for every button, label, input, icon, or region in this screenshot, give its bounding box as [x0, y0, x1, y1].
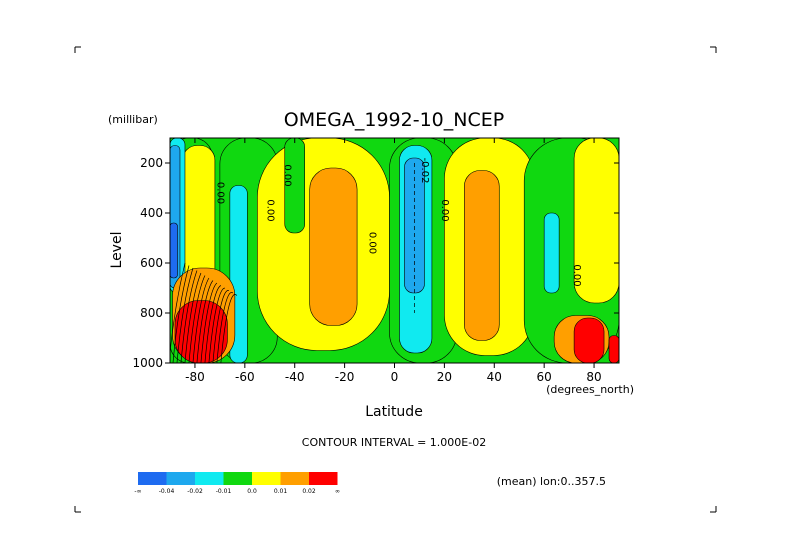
- contour-line: [204, 285, 222, 363]
- y-tick-label: 400: [140, 206, 163, 220]
- colorbar-label: 0.02: [302, 488, 316, 495]
- contour-label: 0.00: [439, 199, 450, 221]
- contour-line: [180, 270, 198, 363]
- x-tick-label: -60: [235, 370, 255, 384]
- contour-label: 0.00: [282, 164, 293, 186]
- chart-title: OMEGA_1992-10_NCEP: [284, 109, 504, 131]
- contour-line: [188, 275, 206, 363]
- contour-line: [200, 282, 218, 363]
- y-units-label: (millibar): [108, 113, 158, 126]
- colorbar-swatch: [280, 472, 309, 485]
- x-units-label: (degrees_north): [546, 383, 634, 396]
- region-green-sh-sub: [284, 138, 305, 234]
- contour-label: 0.00: [367, 232, 378, 254]
- contour-line: [208, 287, 226, 363]
- x-axis: -80 -60 -40 -20 0 20 40 60 80: [185, 138, 602, 384]
- region-deep-blue-sp: [170, 222, 178, 279]
- y-axis: 200 400 600 800 1000: [132, 156, 619, 370]
- contour-line: [192, 277, 210, 363]
- contour-line: [212, 290, 230, 363]
- x-tick-label: 20: [437, 370, 452, 384]
- x-axis-label: Latitude: [365, 404, 423, 420]
- colorbar-label: 0.0: [247, 488, 257, 495]
- colorbar-label: 0.01: [274, 488, 288, 495]
- y-tick-label: 1000: [132, 356, 163, 370]
- y-axis-label: Level: [109, 232, 125, 269]
- region-orange-sh-sub: [309, 167, 358, 326]
- colorbar-swatch: [309, 472, 338, 485]
- colorbar-label: -∞: [134, 488, 141, 495]
- x-tick-label: 0: [391, 370, 399, 384]
- contour-fields: [170, 138, 619, 363]
- contour-labels: 0.00 0.00 0.00 0.00 -0.02 0.00 0.00: [214, 158, 582, 287]
- contour-label: -0.02: [419, 158, 430, 184]
- contour-line: [176, 267, 194, 363]
- corner-marks: [74, 46, 717, 513]
- contour-interval-text: CONTOUR INTERVAL = 1.000E-02: [302, 436, 486, 449]
- colorbar-label: ∞: [335, 488, 340, 495]
- region-cyan-nh: [543, 212, 560, 294]
- mean-text: (mean) lon:0..357.5: [497, 475, 606, 488]
- contour-line: [172, 265, 190, 363]
- region-orange-nh-sub: [464, 170, 500, 341]
- contour-label: 0.00: [571, 264, 582, 286]
- colorbar-swatch: [166, 472, 195, 485]
- y-tick-label: 800: [140, 306, 163, 320]
- colorbar: -∞ -0.04 -0.02 -0.01 0.0 0.01 0.02 ∞: [134, 472, 340, 495]
- colorbar-swatch: [138, 472, 167, 485]
- x-tick-label: 60: [537, 370, 552, 384]
- colorbar-label: -0.01: [216, 488, 232, 495]
- contour-line: [220, 294, 238, 363]
- x-tick-label: 40: [487, 370, 502, 384]
- x-tick-label: -80: [185, 370, 205, 384]
- colorbar-label: -0.04: [159, 488, 175, 495]
- contour-line: [216, 292, 234, 363]
- colorbar-swatch: [252, 472, 281, 485]
- region-red-np-edge: [608, 335, 619, 363]
- y-tick-label: 600: [140, 256, 163, 270]
- x-tick-label: 80: [586, 370, 601, 384]
- x-tick-label: -40: [285, 370, 305, 384]
- colorbar-swatch: [195, 472, 224, 485]
- y-tick-label: 200: [140, 156, 163, 170]
- region-red-sp: [174, 300, 228, 363]
- x-tick-label: -20: [335, 370, 355, 384]
- contour-line: [196, 280, 214, 363]
- contour-line: [184, 272, 202, 363]
- contour-label: 0.00: [264, 199, 275, 221]
- colorbar-swatch: [223, 472, 252, 485]
- colorbar-label: -0.02: [187, 488, 203, 495]
- region-red-arctic: [573, 317, 605, 363]
- contour-label: 0.00: [214, 182, 225, 204]
